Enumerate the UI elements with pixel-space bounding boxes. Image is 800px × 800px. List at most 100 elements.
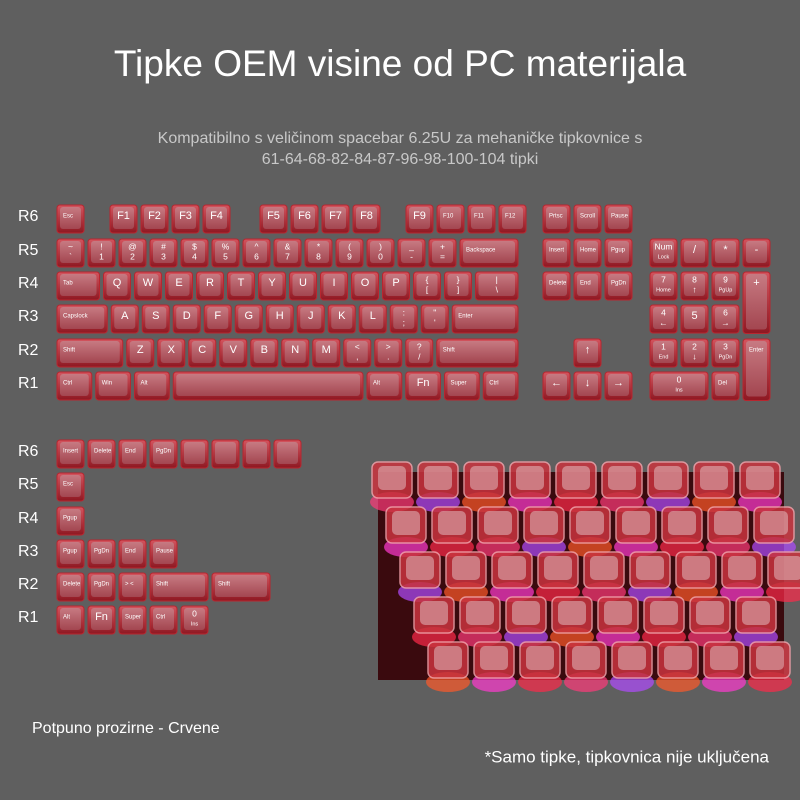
key-legend: \ bbox=[496, 284, 499, 294]
keycap-top bbox=[300, 307, 322, 329]
photo-keycap-top bbox=[470, 466, 498, 490]
key-legend: F5 bbox=[267, 210, 280, 222]
keycap-top bbox=[91, 542, 112, 564]
key-legend: ? bbox=[417, 341, 422, 351]
key-legend: Insert bbox=[63, 449, 78, 455]
keycap-top bbox=[746, 274, 767, 330]
key-legend: F4 bbox=[210, 210, 223, 222]
keycap-top bbox=[199, 274, 221, 296]
key-legend: Home bbox=[656, 287, 671, 293]
keycap-top bbox=[653, 274, 674, 296]
photo-keycap-top bbox=[498, 556, 526, 580]
photo-keycap-top bbox=[406, 556, 434, 580]
key-legend: F2 bbox=[148, 210, 161, 222]
keycap-top bbox=[184, 442, 205, 464]
photo-keycap-top bbox=[392, 511, 420, 535]
keycap-top bbox=[91, 608, 112, 630]
keycap-top bbox=[471, 207, 492, 229]
photo-keycap-top bbox=[746, 466, 774, 490]
key-legend: $ bbox=[192, 241, 197, 251]
keycap-top bbox=[206, 207, 227, 229]
key-legend: Delete bbox=[94, 449, 112, 455]
key-legend: Ctrl bbox=[63, 381, 72, 387]
key-legend: + bbox=[440, 241, 445, 251]
key-legend: { bbox=[426, 274, 429, 284]
key-legend: F12 bbox=[505, 214, 516, 220]
key-legend: ↑ bbox=[585, 344, 591, 356]
main-keys: R6 Esc F1 F2 F3 F4 F5 F6 F7 F8 F9 F10 F11 F12 Prtsc Scr… bbox=[18, 204, 771, 401]
key-legend: Tab bbox=[63, 281, 73, 287]
keycap-top bbox=[113, 207, 134, 229]
keycap-top bbox=[106, 274, 128, 296]
key-legend: O bbox=[361, 277, 370, 289]
keycap-top bbox=[144, 207, 165, 229]
keycap-top bbox=[122, 241, 143, 263]
keycap-top bbox=[230, 274, 252, 296]
photo-keycap-top bbox=[452, 556, 480, 580]
keycap-top bbox=[308, 241, 329, 263]
key-legend: F10 bbox=[443, 214, 454, 220]
keycap-top bbox=[502, 207, 523, 229]
row-label: R5 bbox=[18, 476, 39, 493]
key-legend: ~ bbox=[68, 241, 73, 251]
key-legend: Pause bbox=[611, 214, 629, 220]
key-legend: Capslock bbox=[63, 314, 89, 320]
keycap-top bbox=[653, 307, 674, 329]
row-label: R4 bbox=[18, 275, 39, 292]
keycap-top bbox=[346, 341, 368, 363]
key-legend: Fn bbox=[417, 377, 430, 389]
key-legend: / bbox=[693, 244, 697, 256]
keycap-top bbox=[653, 374, 705, 396]
keycap-top bbox=[137, 374, 167, 396]
photo-keycap-top bbox=[480, 646, 508, 670]
key-legend: 4 bbox=[661, 307, 666, 317]
key-legend: P bbox=[392, 277, 399, 289]
keycap-top bbox=[577, 341, 598, 363]
key-legend: J bbox=[308, 310, 314, 322]
keycap-top bbox=[60, 442, 81, 464]
key-legend: Ctrl bbox=[489, 381, 498, 387]
keycap-top bbox=[153, 608, 174, 630]
keycap-top bbox=[246, 241, 267, 263]
key-legend: ^ bbox=[255, 241, 259, 251]
key-legend: K bbox=[338, 310, 346, 322]
key-legend: 1 bbox=[661, 341, 666, 351]
keycap-top bbox=[447, 274, 469, 296]
key-legend: Enter bbox=[458, 314, 472, 320]
key-legend: 5 bbox=[223, 251, 228, 261]
key-legend: PgDn bbox=[94, 582, 109, 588]
photo-keycap-top bbox=[742, 601, 770, 625]
keycap-top bbox=[215, 442, 236, 464]
keycap-top bbox=[153, 442, 174, 464]
keycap-top bbox=[292, 274, 314, 296]
keycap-top bbox=[153, 575, 205, 597]
keycap-top bbox=[246, 442, 267, 464]
key-legend: * bbox=[723, 244, 728, 256]
photo-keycap-top bbox=[484, 511, 512, 535]
photo-keycap-top bbox=[650, 601, 678, 625]
key-legend: % bbox=[222, 241, 230, 251]
photo-keycap-top bbox=[710, 646, 738, 670]
key-legend: Alt bbox=[141, 381, 148, 387]
keycap-top bbox=[331, 307, 353, 329]
key-legend: R bbox=[206, 277, 214, 289]
photo-keycap-top bbox=[668, 511, 696, 535]
key-legend: Shift bbox=[218, 582, 230, 588]
key-legend: Fn bbox=[95, 611, 108, 623]
keycap-top bbox=[362, 307, 384, 329]
keycap-top bbox=[486, 374, 515, 396]
color-name: Potpuno prozirne - Crvene bbox=[32, 720, 220, 737]
key-legend: Win bbox=[102, 381, 112, 387]
extras-keys: R6 Insert Delete End PgDn R5 Esc R4 Pgup R3 Pgup Pg… bbox=[18, 439, 302, 635]
photo-keycap-top bbox=[378, 466, 406, 490]
key-legend: 5 bbox=[691, 310, 697, 322]
keycap-top bbox=[653, 341, 674, 363]
keycap-top bbox=[122, 575, 143, 597]
keycap-top bbox=[91, 241, 112, 263]
key-legend: F3 bbox=[179, 210, 192, 222]
keycap-top bbox=[122, 542, 143, 564]
keycap-top bbox=[608, 374, 629, 396]
key-legend: ) bbox=[379, 241, 382, 251]
key-legend: Alt bbox=[63, 615, 70, 621]
